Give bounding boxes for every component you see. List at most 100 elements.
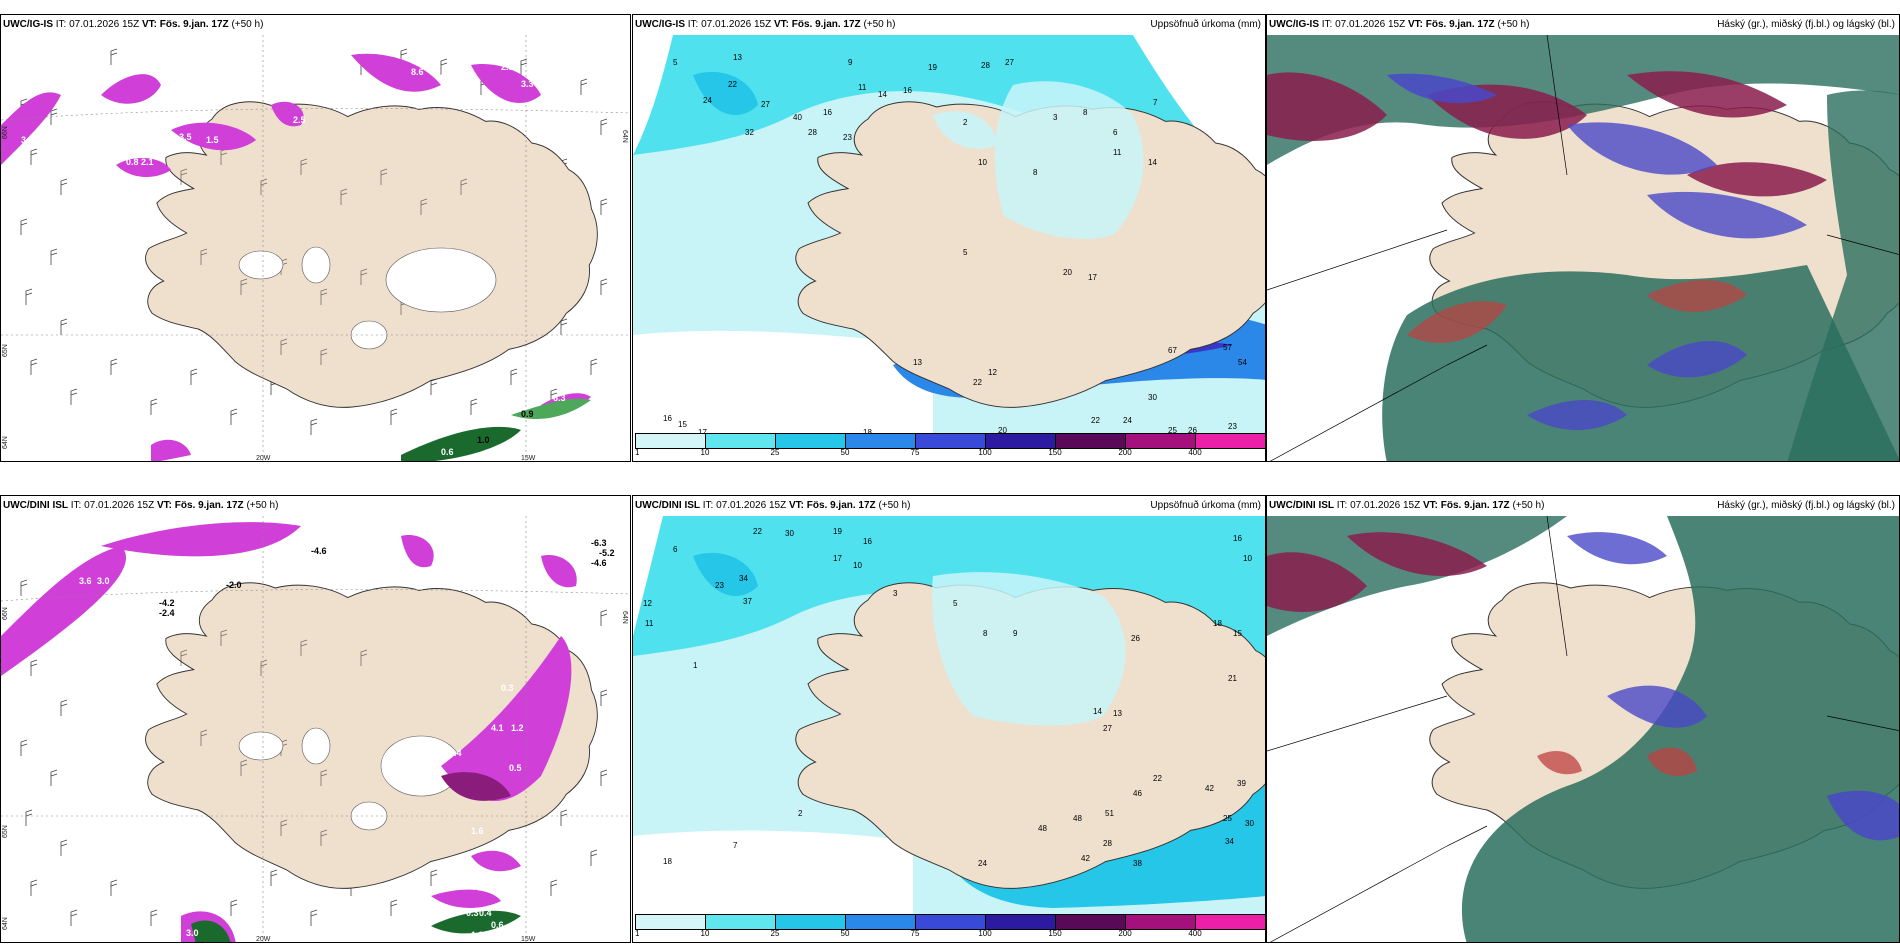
val: 17 [833, 554, 842, 563]
val: 22 [973, 378, 982, 387]
val: 6 [673, 545, 678, 554]
colorbar-label: 75 [910, 929, 920, 938]
val: 67 [1168, 346, 1177, 355]
axis-labels: 66N 65N 64N 20W 15W 64N [2, 607, 628, 943]
val: 1.2 [511, 723, 524, 733]
val: 3.5 [501, 900, 514, 910]
colorbar-label: 1 [635, 448, 640, 457]
map-clouds[interactable] [1267, 35, 1900, 462]
map-precip[interactable]: 13 5 24 22 27 32 40 28 9 11 14 16 19 28 … [633, 35, 1266, 435]
val: 57 [1223, 343, 1232, 352]
val: 3.6 [79, 576, 92, 586]
lead-time: (+50 h) [1512, 500, 1545, 511]
lon-label: 15W [521, 936, 536, 943]
val: 48 [1073, 814, 1082, 823]
map-precip[interactable]: 22 30 19 16 17 10 6 12 11 23 34 37 14 13… [633, 516, 1266, 916]
map-wind-temp[interactable]: 3.2 0.8 2.1 3.5 1.5 2.5 8.6 4.3 2.5 3.3 … [1, 35, 631, 462]
map-wind-temp[interactable]: 3.6 3.0 -4.2 -2.4 -2.0 -4.6 -6.3 -5.2 -4… [1, 516, 631, 943]
precip-values: 22 30 19 16 17 10 6 12 11 23 34 37 14 13… [643, 527, 1254, 868]
val: 1.6 [471, 826, 484, 836]
val: 10 [853, 561, 862, 570]
val: 40 [793, 113, 802, 122]
val: 34 [1225, 837, 1234, 846]
panel-header: UWC/DINI ISL IT: 07.01.2026 15Z VT: Fös.… [1, 496, 630, 516]
val: 32 [745, 128, 754, 137]
val: 23 [715, 581, 724, 590]
val: 42 [1081, 854, 1090, 863]
colorbar-swatch [776, 915, 846, 929]
init-time: IT: 07.01.2026 15Z [55, 19, 140, 30]
val: 1.0 [477, 435, 490, 445]
val: -4.6 [311, 546, 327, 556]
valid-time: VT: Fös. 9.jan. 17Z [141, 19, 229, 30]
colorbar-label: 200 [1118, 448, 1132, 457]
colorbar-swatch [1196, 434, 1265, 448]
val: 24 [978, 859, 987, 868]
val: 2.5 [293, 115, 306, 125]
lon-label: 20W [256, 455, 271, 462]
val: 4.3 [439, 72, 452, 82]
val: -2.4 [159, 608, 175, 618]
valid-time: VT: Fös. 9.jan. 17Z [773, 19, 861, 30]
colorbar-label: 150 [1048, 448, 1062, 457]
lat-label: 65N [2, 344, 9, 357]
colorbar-label: 100 [978, 448, 992, 457]
val: 3.3 [521, 79, 534, 89]
lon-label: 15W [521, 455, 536, 462]
val: 4.1 [491, 723, 504, 733]
colorbar-swatches [635, 433, 1265, 449]
panel-dini-clouds: UWC/DINI ISL IT: 07.01.2026 15Z VT: Fös.… [1266, 495, 1900, 943]
panel-igis-precip: UWC/IG-IS IT: 07.01.2026 15Z VT: Fös. 9.… [632, 14, 1266, 462]
colorbar-swatch [706, 915, 776, 929]
val: 8.6 [411, 67, 424, 77]
val: 3 [893, 589, 898, 598]
val: 25 [1223, 814, 1232, 823]
val: 6.3 [553, 393, 566, 403]
val: 25 [1168, 426, 1177, 435]
val: 6 [1113, 128, 1118, 137]
lon-label: 20W [256, 936, 271, 943]
val: -6.3 [591, 538, 607, 548]
val: 5 [673, 58, 678, 67]
colorbar-swatch [1126, 915, 1196, 929]
val: 15 [1233, 629, 1242, 638]
colorbar-label: 1 [635, 929, 640, 938]
model-name: UWC/IG-IS [3, 19, 53, 30]
value-labels: 3.2 0.8 2.1 3.5 1.5 2.5 8.6 4.3 2.5 3.3 … [21, 62, 566, 457]
panel-subtitle: Uppsöfnuð úrkoma (mm) [1150, 19, 1261, 30]
val: 2 [963, 118, 968, 127]
colorbar-label: 10 [700, 929, 710, 938]
val: 28 [981, 61, 990, 70]
val: 16 [1233, 534, 1242, 543]
val: 13 [1113, 709, 1122, 718]
lat-label: 65N [2, 825, 9, 838]
val: 8 [983, 629, 988, 638]
init-time: IT: 07.01.2026 15Z [702, 500, 787, 511]
val: 19 [833, 527, 842, 536]
val: 34 [739, 574, 748, 583]
val: 0.6 [491, 920, 504, 930]
val: 13 [913, 358, 922, 367]
map-clouds[interactable] [1267, 516, 1900, 943]
axis-labels: 66N 65N 64N 20W 15W 64N [2, 126, 628, 462]
colorbar-swatch [636, 434, 706, 448]
colorbar-swatches [635, 914, 1265, 930]
val: 1 [693, 661, 698, 670]
colorbar-swatch [1056, 915, 1126, 929]
precip-green [401, 398, 591, 461]
val: 48 [1038, 824, 1047, 833]
val: 54 [1238, 358, 1247, 367]
val: 14 [878, 90, 887, 99]
colorbar-swatch [846, 915, 916, 929]
val: 2.5 [501, 62, 514, 72]
val: 20 [998, 426, 1007, 435]
val: 3.0 [186, 928, 199, 938]
val: 16 [863, 537, 872, 546]
val: 11 [858, 83, 867, 92]
snow-patches [238, 246, 497, 350]
val: 22 [728, 80, 737, 89]
val: 19 [928, 63, 937, 72]
lat-label: 64N [2, 917, 9, 930]
val: 16 [823, 108, 832, 117]
val: 17 [698, 428, 707, 435]
